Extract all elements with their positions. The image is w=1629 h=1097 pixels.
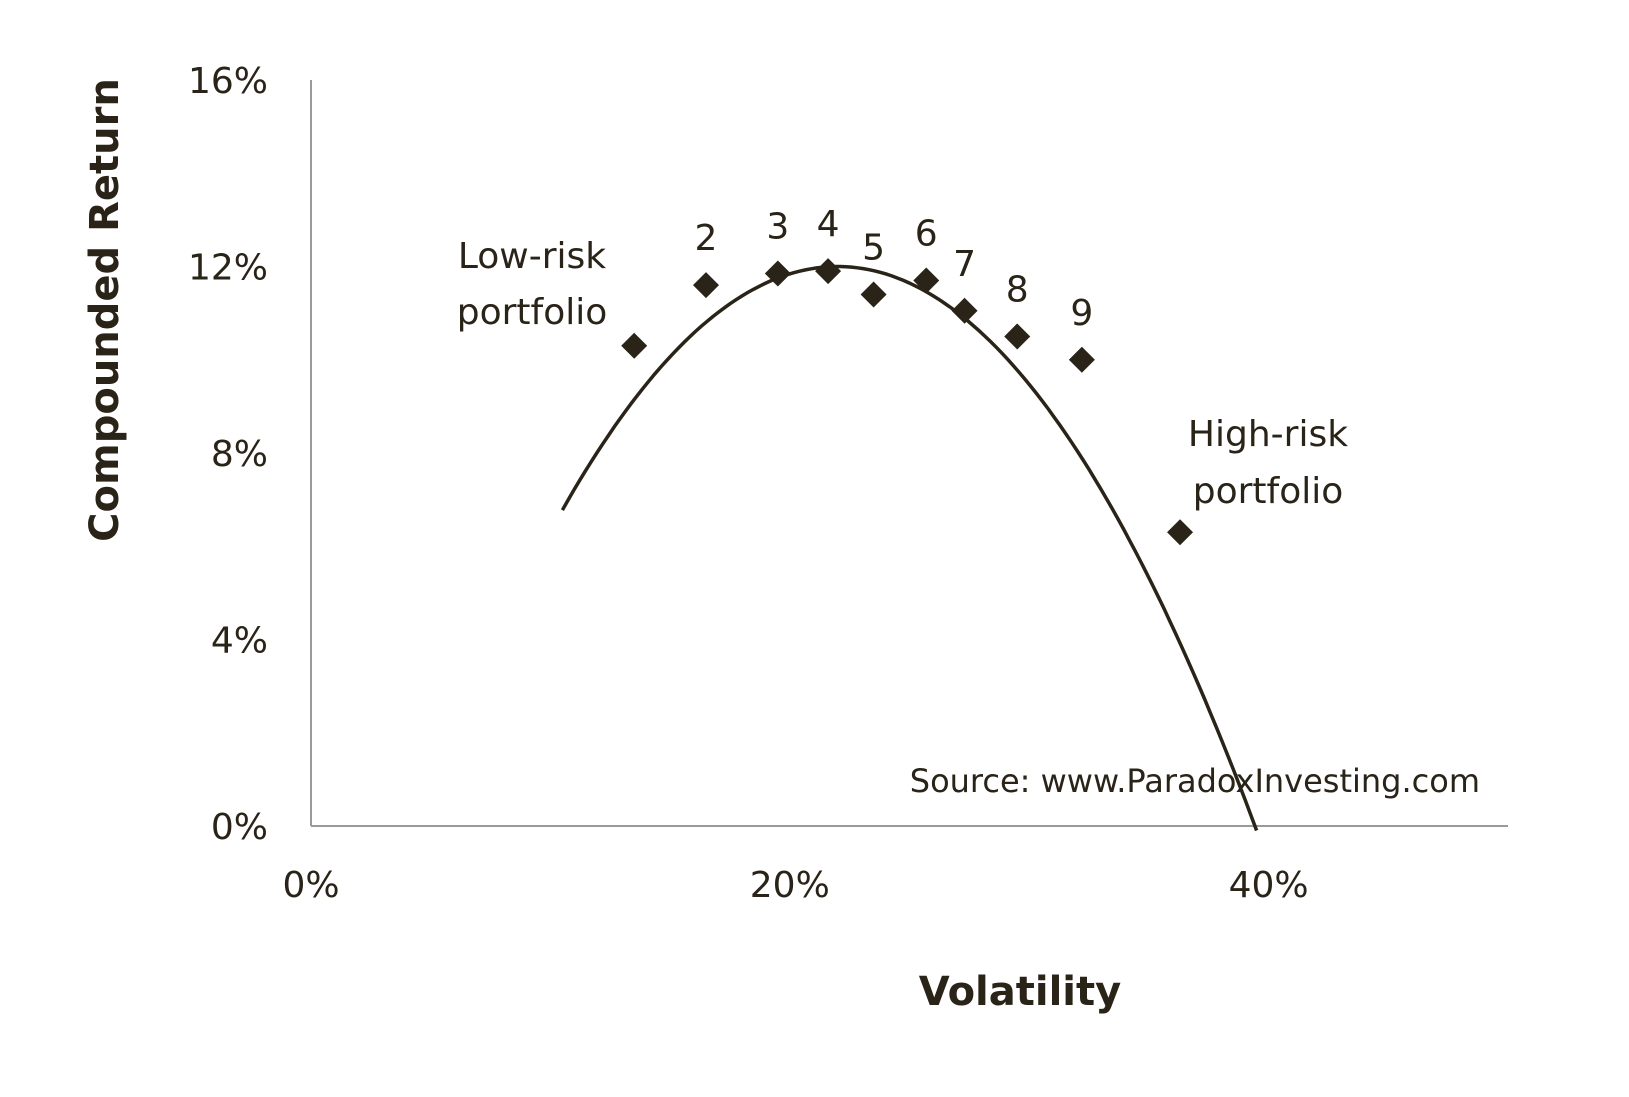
- source-note: Source: www.ParadoxInvesting.com: [910, 762, 1480, 800]
- data-points: [621, 258, 1194, 546]
- data-point-marker: [951, 297, 978, 324]
- data-point-label: 5: [862, 227, 885, 268]
- y-tick-label: 4%: [211, 621, 268, 662]
- high-risk-annotation-line-2: portfolio: [1193, 471, 1344, 512]
- data-point-marker: [764, 260, 791, 287]
- data-point-marker: [913, 267, 940, 294]
- data-point-marker: [693, 272, 720, 299]
- x-tick-label: 20%: [750, 865, 830, 906]
- data-point-label: 8: [1006, 269, 1029, 310]
- data-point-marker: [1004, 323, 1031, 350]
- high-risk-annotation-line-1: High-risk: [1188, 414, 1348, 455]
- trend-curve: [560, 264, 1259, 832]
- y-tick-label: 8%: [211, 434, 268, 475]
- data-point-label: 7: [953, 244, 976, 285]
- data-point-label: 2: [695, 218, 718, 259]
- x-tick-label: 40%: [1229, 865, 1309, 906]
- data-point-marker: [621, 332, 648, 359]
- data-point-label: 4: [817, 204, 840, 245]
- data-point-label: 3: [766, 206, 789, 247]
- tick-labels: 0% 4% 8% 12% 16% 0% 20% 40%: [188, 61, 1309, 906]
- low-risk-annotation-line-2: portfolio: [457, 292, 608, 333]
- low-risk-annotation-line-1: Low-risk: [458, 236, 606, 277]
- x-axis-title: Volatility: [919, 969, 1121, 1015]
- y-tick-label: 12%: [188, 248, 268, 289]
- y-tick-label: 16%: [188, 61, 268, 102]
- data-point-marker: [1068, 346, 1095, 373]
- axes: [310, 80, 1508, 827]
- data-point-marker: [1167, 519, 1194, 546]
- data-point-marker: [815, 258, 842, 285]
- trend-curve-group: [560, 264, 1259, 832]
- data-point-label: 6: [915, 213, 938, 254]
- data-point-label: 9: [1070, 293, 1093, 334]
- y-axis-title: Compounded Return: [82, 78, 128, 542]
- y-tick-label: 0%: [211, 807, 268, 848]
- data-point-marker: [860, 281, 887, 308]
- x-tick-label: 0%: [282, 865, 339, 906]
